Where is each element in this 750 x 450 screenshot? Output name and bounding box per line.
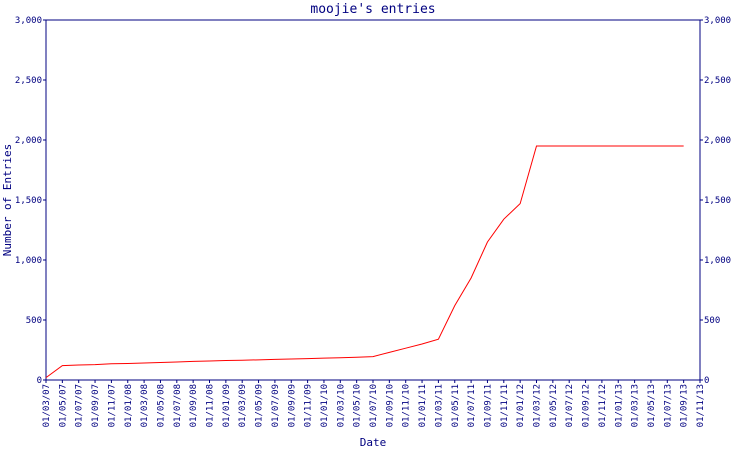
x-tick-label: 01/05/11 [451, 384, 461, 427]
y2-tick-label: 500 [704, 316, 720, 326]
y-axis-label: Number of Entries [1, 144, 14, 257]
y2-tick-label: 3,000 [704, 16, 731, 26]
chart-title: moojie's entries [310, 2, 435, 17]
x-tick-label: 01/07/12 [565, 384, 575, 427]
x-tick-label: 01/07/09 [271, 384, 281, 427]
x-tick-label: 01/03/10 [336, 384, 346, 427]
x-tick-label: 01/09/11 [483, 384, 493, 427]
line-series [45, 145, 684, 379]
x-tick-label: 01/09/12 [582, 384, 592, 427]
x-tick-label: 01/11/11 [500, 384, 510, 427]
x-tick-label: 01/11/12 [598, 384, 608, 427]
y2-tick-label: 0 [704, 376, 709, 386]
y2-tick-label: 1,500 [704, 196, 731, 206]
x-tick-label: 01/01/13 [614, 384, 624, 427]
x-tick-label: 01/01/08 [124, 384, 134, 427]
y-tick-label: 500 [26, 316, 42, 326]
x-tick-label: 01/03/07 [42, 384, 52, 427]
x-tick-label: 01/05/07 [58, 384, 68, 427]
y2-tick-label: 2,500 [704, 76, 731, 86]
y-tick-label: 3,000 [15, 16, 42, 26]
x-tick-label: 01/01/12 [516, 384, 526, 427]
y-tick-label: 0 [37, 376, 42, 386]
x-tick-label: 01/03/13 [631, 384, 641, 427]
x-tick-label: 01/09/13 [680, 384, 690, 427]
x-tick-label: 01/11/07 [107, 384, 117, 427]
x-tick-label: 01/09/07 [91, 384, 101, 427]
x-tick-label: 01/03/08 [140, 384, 150, 427]
x-tick-label: 01/11/08 [206, 384, 216, 427]
x-tick-label: 01/07/08 [173, 384, 183, 427]
x-tick-label: 01/07/10 [369, 384, 379, 427]
y-tick-label: 2,000 [15, 136, 42, 146]
x-axis-label: Date [360, 436, 387, 449]
x-tick-label: 01/05/08 [156, 384, 166, 427]
x-tick-label: 01/01/09 [222, 384, 232, 427]
plot-frame [45, 19, 701, 381]
x-tick-label: 01/05/10 [353, 384, 363, 427]
y-tick-label: 1,000 [15, 256, 42, 266]
x-tick-label: 01/07/11 [467, 384, 477, 427]
x-tick-label: 01/03/09 [238, 384, 248, 427]
x-tick-label: 01/03/12 [533, 384, 543, 427]
x-tick-label: 01/05/09 [255, 384, 265, 427]
x-tick-label: 01/11/09 [304, 384, 314, 427]
y2-tick-label: 2,000 [704, 136, 731, 146]
x-tick-label: 01/07/13 [663, 384, 673, 427]
x-tick-label: 01/11/10 [402, 384, 412, 427]
x-tick-label: 01/11/13 [696, 384, 706, 427]
x-tick-label: 01/05/12 [549, 384, 559, 427]
x-tick-label: 01/03/11 [434, 384, 444, 427]
y-tick-label: 2,500 [15, 76, 42, 86]
x-tick-label: 01/09/08 [189, 384, 199, 427]
x-tick-label: 01/09/10 [385, 384, 395, 427]
x-tick-label: 01/07/07 [75, 384, 85, 427]
x-tick-label: 01/09/09 [287, 384, 297, 427]
x-tick-label: 01/05/13 [647, 384, 657, 427]
x-tick-label: 01/01/10 [320, 384, 330, 427]
x-tick-label: 01/01/11 [418, 384, 428, 427]
y2-tick-label: 1,000 [704, 256, 731, 266]
y-tick-label: 1,500 [15, 196, 42, 206]
